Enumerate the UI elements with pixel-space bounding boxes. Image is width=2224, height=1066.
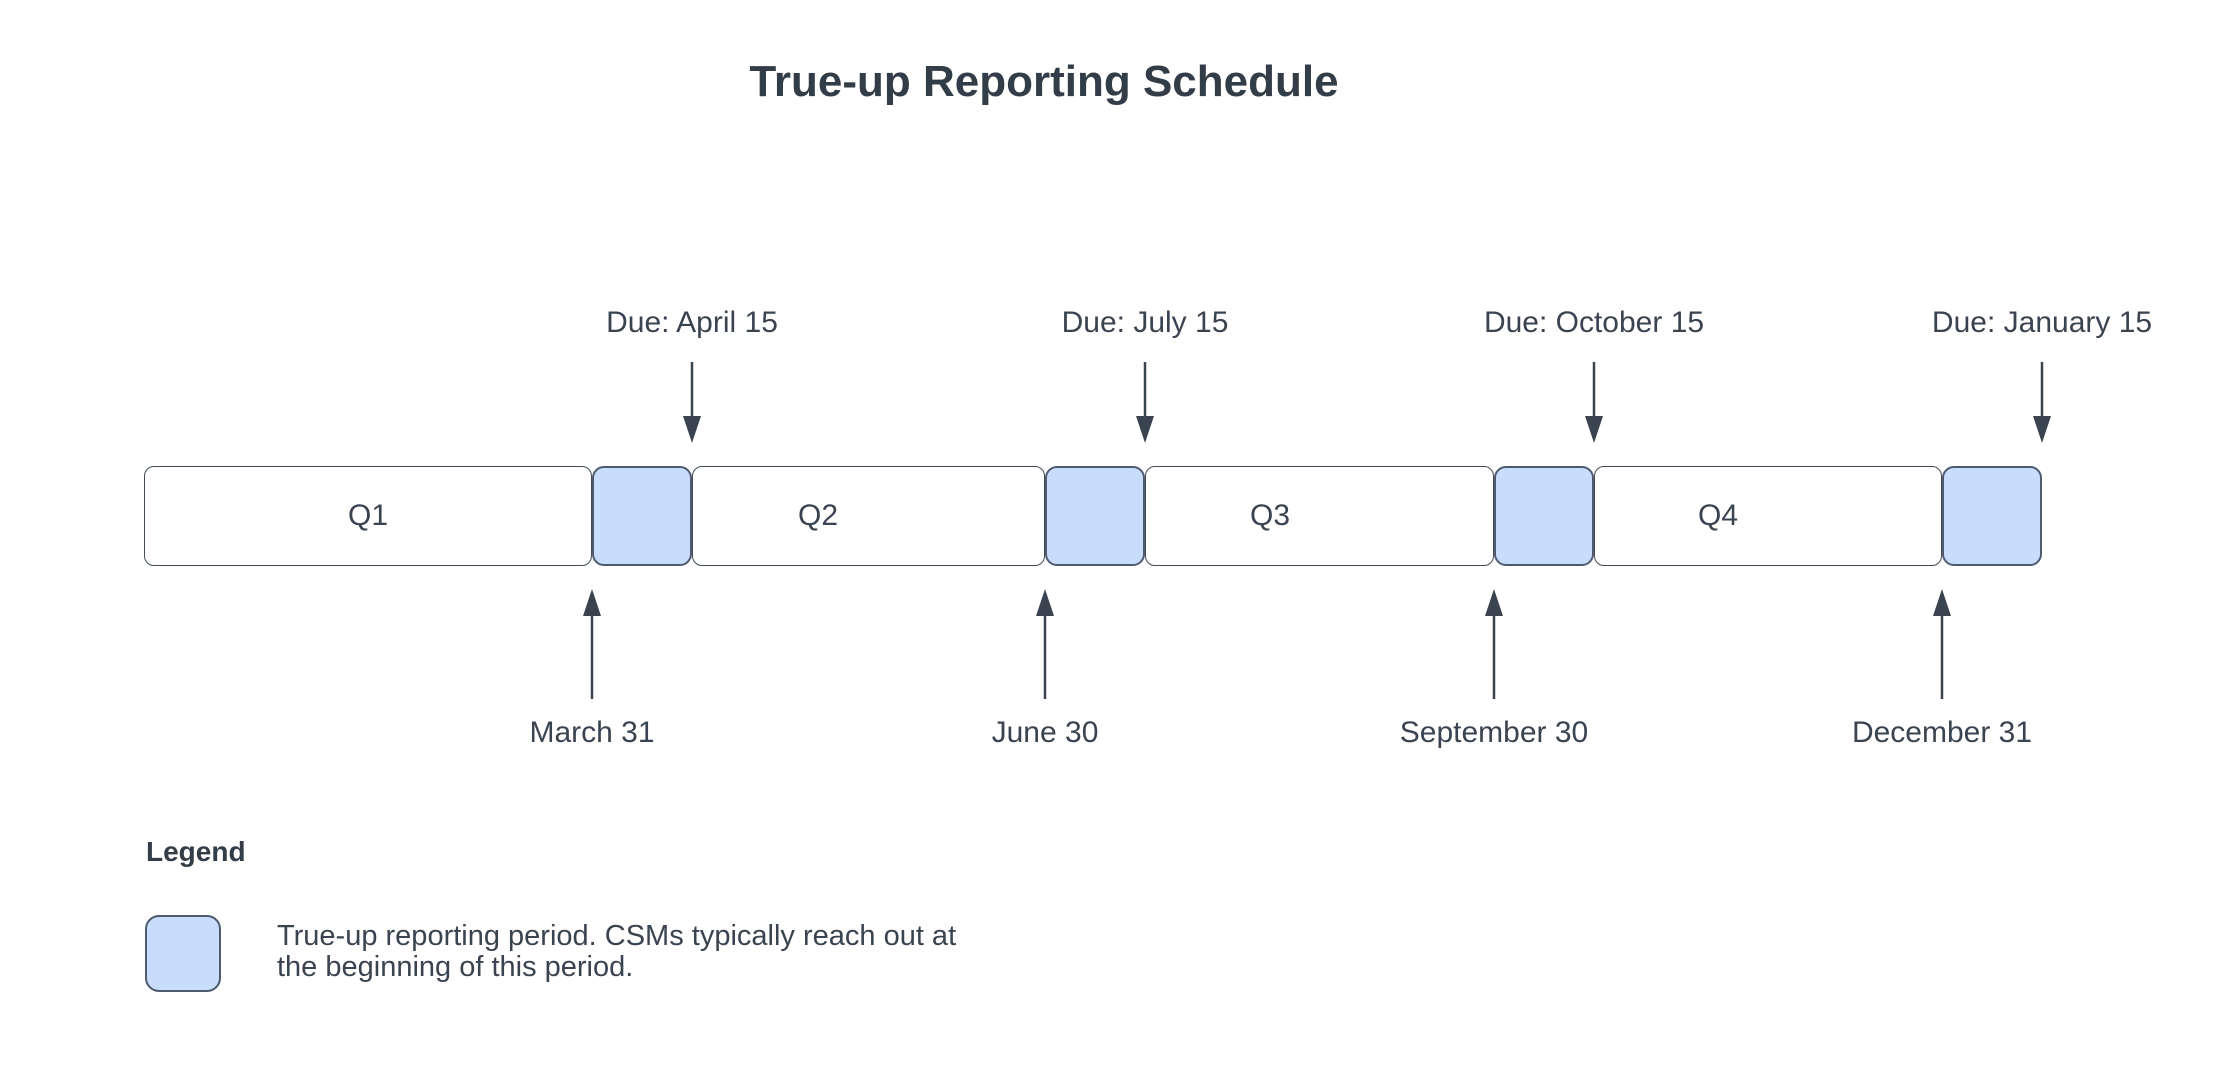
- due-date-label: Due: October 15: [1483, 306, 1705, 339]
- trueup-period-box: [1045, 466, 1145, 566]
- quarter-label-q1: Q1: [347, 499, 389, 532]
- quarter-label-q3: Q3: [1249, 499, 1291, 532]
- up-arrow-icon: [1033, 588, 1057, 700]
- trueup-period-box: [592, 466, 692, 566]
- down-arrow-icon: [2030, 360, 2054, 444]
- up-arrow-icon: [1930, 588, 1954, 700]
- quarter-label-q4: Q4: [1697, 499, 1739, 532]
- up-arrow-icon: [1482, 588, 1506, 700]
- up-arrow-icon: [580, 588, 604, 700]
- quarter-box-q4: [1594, 466, 1942, 566]
- legend-trueup-swatch: [145, 915, 221, 992]
- quarter-box-q3: [1145, 466, 1494, 566]
- quarter-end-date-label: March 31: [529, 716, 655, 749]
- legend-description-line2: the beginning of this period.: [277, 951, 634, 983]
- down-arrow-icon: [680, 360, 704, 444]
- quarter-box-q2: [692, 466, 1045, 566]
- due-date-label: Due: January 15: [1931, 306, 2153, 339]
- legend-description-line1: True-up reporting period. CSMs typically…: [277, 920, 957, 952]
- trueup-period-box: [1494, 466, 1594, 566]
- down-arrow-icon: [1133, 360, 1157, 444]
- quarter-end-date-label: June 30: [991, 716, 1099, 749]
- legend-heading: Legend: [146, 836, 246, 867]
- quarter-box-q1: [144, 466, 592, 566]
- trueup-period-box: [1942, 466, 2042, 566]
- down-arrow-icon: [1582, 360, 1606, 444]
- due-date-label: Due: July 15: [1061, 306, 1229, 339]
- diagram-title: True-up Reporting Schedule: [749, 57, 1339, 106]
- due-date-label: Due: April 15: [606, 306, 778, 339]
- quarter-end-date-label: December 31: [1851, 716, 2033, 749]
- quarter-end-date-label: September 30: [1399, 716, 1589, 749]
- quarter-label-q2: Q2: [797, 499, 839, 532]
- legend-description: True-up reporting period. CSMs typically…: [277, 921, 956, 983]
